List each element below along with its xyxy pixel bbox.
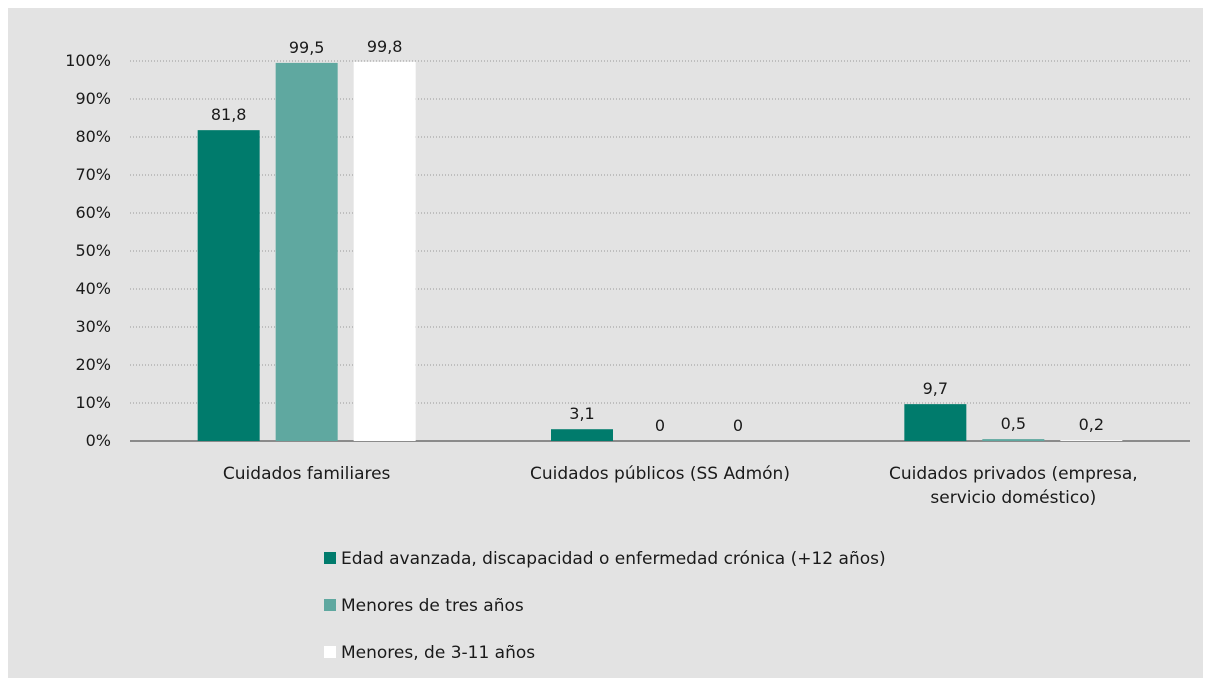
data-labels: 81,8 99,5 99,8 3,1 0 0 9,7 0,5 0,2 (211, 37, 1104, 435)
bar (353, 61, 416, 441)
legend-swatch (324, 646, 336, 658)
legend-label: Menores de tres años (341, 596, 524, 616)
data-label: 0 (655, 416, 665, 435)
y-tick-label: 20% (75, 355, 111, 374)
legend-label: Edad avanzada, discapacidad o enfermedad… (341, 549, 886, 569)
data-label: 99,8 (367, 37, 403, 56)
legend: Edad avanzada, discapacidad o enfermedad… (324, 549, 886, 663)
bar-chart: 0% 10% 20% 30% 40% 50% 60% 70% 80% 90% 100% 81,8 99… (65, 37, 1190, 663)
legend-label: Menores, de 3-11 años (341, 643, 535, 663)
bar (197, 130, 260, 441)
category-labels: Cuidados familiares Cuidados públicos (SS… (223, 464, 1138, 508)
bar (982, 439, 1045, 441)
category-label: Cuidados familiares (223, 464, 391, 484)
bar (1060, 440, 1123, 441)
y-tick-label: 90% (75, 89, 111, 108)
category-label: Cuidados públicos (SS Admón) (530, 464, 790, 484)
bar (275, 62, 338, 442)
bar (904, 404, 967, 441)
data-label: 81,8 (211, 105, 247, 124)
y-tick-label: 60% (75, 203, 111, 222)
bar (551, 429, 613, 441)
y-tick-label: 80% (75, 127, 111, 146)
y-tick-label: 0% (86, 431, 111, 450)
data-label: 0,2 (1079, 415, 1104, 434)
data-label: 0,5 (1001, 414, 1026, 433)
data-label: 3,1 (569, 404, 594, 423)
data-label: 0 (733, 416, 743, 435)
category-label: Cuidados privados (empresa, (889, 464, 1138, 484)
y-tick-label: 10% (75, 393, 111, 412)
data-label: 9,7 (923, 379, 948, 398)
y-tick-label: 70% (75, 165, 111, 184)
y-axis-tick-labels: 0% 10% 20% 30% 40% 50% 60% 70% 80% 90% 100% (65, 51, 111, 450)
bars (197, 61, 1123, 442)
legend-swatch (324, 599, 336, 611)
y-tick-label: 50% (75, 241, 111, 260)
data-label: 99,5 (289, 38, 325, 57)
legend-swatch (324, 552, 336, 564)
y-tick-label: 30% (75, 317, 111, 336)
y-tick-label: 100% (65, 51, 111, 70)
chart-panel: 0% 10% 20% 30% 40% 50% 60% 70% 80% 90% 100% 81,8 99… (8, 8, 1203, 678)
category-label: servicio doméstico) (930, 488, 1096, 508)
y-tick-label: 40% (75, 279, 111, 298)
